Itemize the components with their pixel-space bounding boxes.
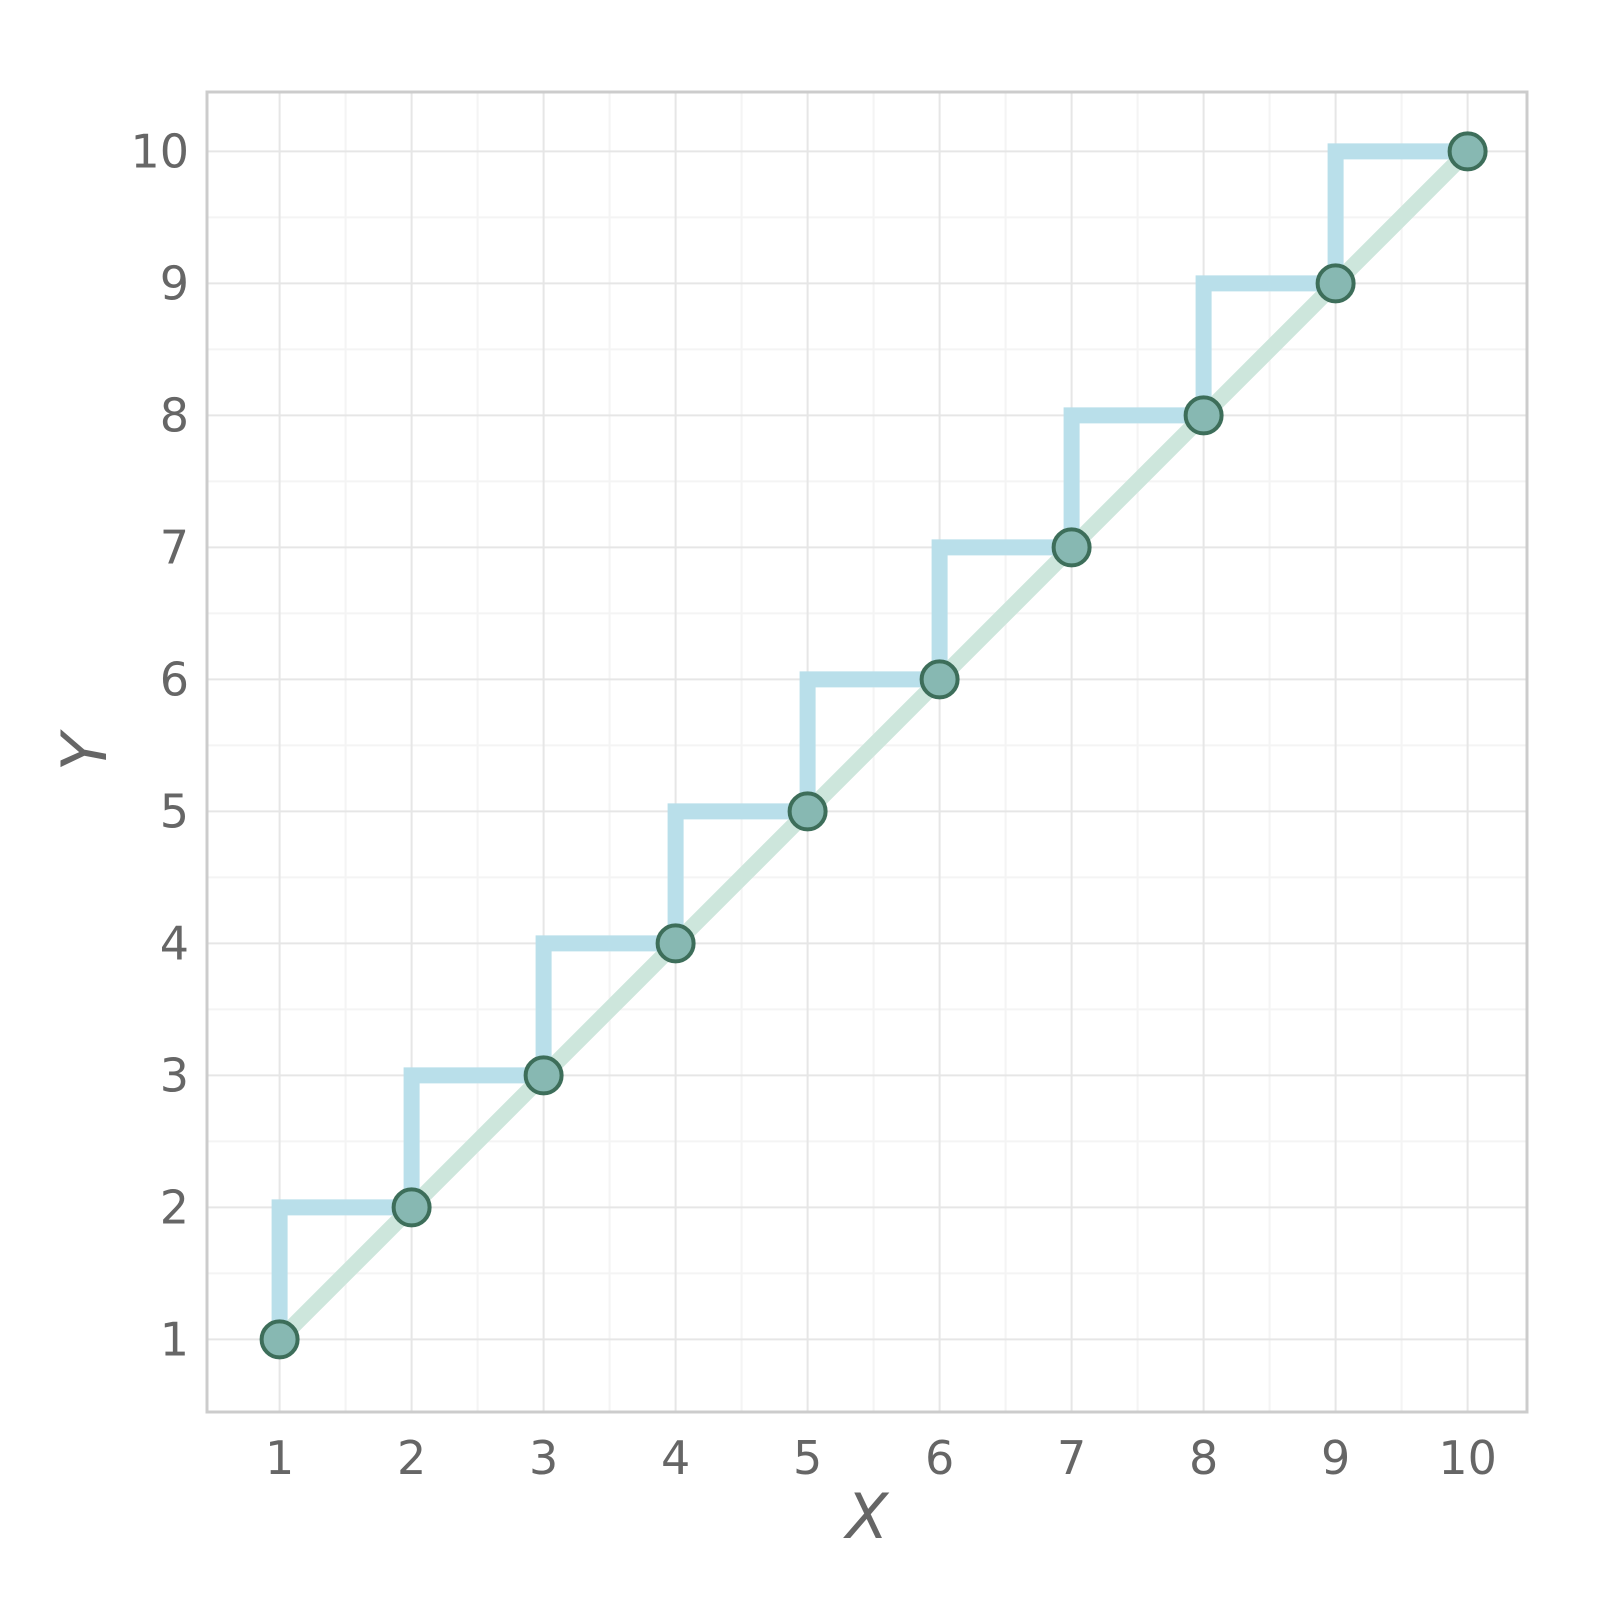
x-tick-label: 9 <box>1321 1431 1350 1485</box>
data-point <box>1315 263 1356 304</box>
x-tick-label: 2 <box>397 1431 426 1485</box>
data-point <box>391 1187 432 1228</box>
y-tick-labels: 1 2 3 4 5 6 7 8 9 10 <box>130 124 189 1366</box>
x-tick-labels: 1 2 3 4 5 6 7 8 9 10 <box>265 1431 1497 1485</box>
y-tick-label: 3 <box>160 1048 189 1102</box>
y-tick-label: 2 <box>160 1180 189 1234</box>
x-tick-label: 1 <box>265 1431 294 1485</box>
data-point <box>655 923 696 964</box>
x-tick-label: 6 <box>925 1431 954 1485</box>
x-tick-label: 4 <box>661 1431 690 1485</box>
step-line <box>271 143 1468 1340</box>
y-tick-label: 6 <box>160 652 189 706</box>
data-point <box>919 659 960 700</box>
y-tick-label: 5 <box>160 784 189 838</box>
data-point <box>1447 131 1488 172</box>
series-lines <box>271 143 1474 1346</box>
diagonal-line <box>273 145 1474 1346</box>
data-point <box>1051 527 1092 568</box>
data-point <box>787 791 828 832</box>
x-tick-label: 5 <box>793 1431 822 1485</box>
data-points <box>259 131 1488 1360</box>
y-tick-label: 8 <box>160 388 189 442</box>
x-tick-label: 8 <box>1189 1431 1218 1485</box>
y-tick-label: 10 <box>130 124 189 178</box>
x-axis-title: X <box>843 1480 890 1553</box>
data-point <box>523 1055 564 1096</box>
data-point <box>259 1319 300 1360</box>
y-tick-label: 1 <box>160 1312 189 1366</box>
data-point <box>1183 395 1224 436</box>
y-tick-label: 9 <box>160 256 189 310</box>
x-tick-label: 7 <box>1057 1431 1086 1485</box>
y-tick-label: 4 <box>160 916 189 970</box>
x-tick-label: 10 <box>1438 1431 1497 1485</box>
plot-frame <box>205 90 1529 1414</box>
y-axis-title: Y <box>48 729 121 771</box>
x-tick-label: 3 <box>529 1431 558 1485</box>
y-tick-label: 7 <box>160 520 189 574</box>
